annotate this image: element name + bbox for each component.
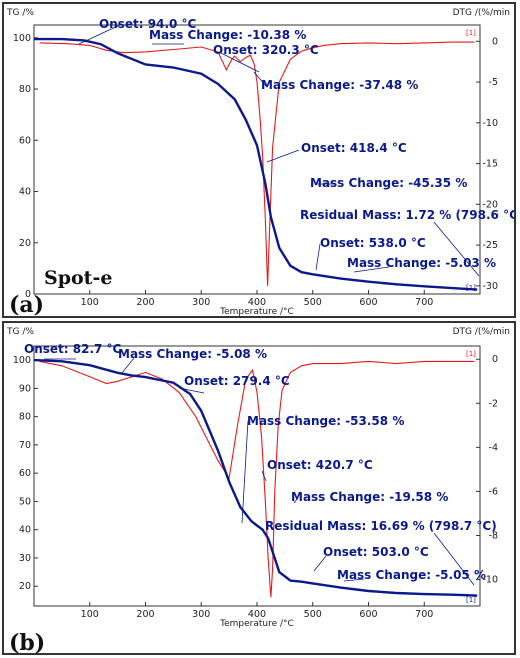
x-tick-label: 600: [359, 609, 377, 620]
dtg-series-line: [39, 360, 475, 598]
annotation-label: Residual Mass: 16.69 % (798.7 °C): [265, 519, 497, 533]
dtg-marker-top: [1]: [466, 350, 476, 358]
annotation-label: Mass Change: -5.05 %: [337, 568, 486, 582]
chart-panel-a: TG /% DTG /(%/min Temperature /°C 100 200 300…: [2, 2, 516, 318]
annotation-leader-line: [293, 497, 299, 504]
annotation-leader-line: [241, 420, 249, 524]
annotation-leader-line: [121, 357, 135, 374]
panel-label: (b): [9, 630, 45, 653]
tg-series-line: [34, 37, 478, 291]
annotation-leader-line: [253, 71, 267, 87]
annotation-leader-line: [261, 470, 267, 482]
y-left-tick-label: 90: [19, 383, 31, 394]
x-tick-label: 100: [81, 609, 99, 620]
annotation-label: Mass Change: -10.38 %: [149, 28, 306, 42]
tg-marker-bottom: [1]: [466, 284, 476, 292]
annotation-label: Onset: 418.4 °C: [301, 141, 407, 155]
y-left-tick-label: 100: [13, 33, 31, 44]
annotation-label: Onset: 94.0 °C: [99, 17, 197, 31]
annotation-leader-line: [343, 578, 365, 582]
y-right-tick-label: -15: [482, 159, 498, 170]
annotation-label: Mass Change: -37.48 %: [261, 78, 418, 92]
y-axis-right-label: DTG /(%/min: [453, 327, 510, 337]
y-axis-right-label: DTG /(%/min: [453, 8, 510, 18]
y-right-tick-label: -6: [489, 486, 498, 497]
y-axis-left-label: TG /%: [6, 327, 34, 337]
tg-marker-bottom: [1]: [466, 596, 476, 604]
x-tick-label: 300: [192, 297, 210, 308]
y-right-tick-label: -30: [482, 281, 498, 292]
annotation-label: Onset: 279.4 °C: [184, 374, 290, 388]
annotation-label: Onset: 503.0 °C: [323, 545, 429, 559]
y-left-tick-label: 20: [19, 581, 31, 592]
annotation-label: Mass Change: -5.08 %: [118, 347, 267, 361]
annotation-label: Onset: 320.3 °C: [213, 43, 319, 57]
annotation-leader-line: [433, 221, 480, 277]
annotation-leader-line: [353, 266, 390, 273]
x-tick-label: 700: [415, 297, 433, 308]
y-right-tick-label: -5: [489, 77, 498, 88]
annotation-leader-line: [315, 243, 321, 271]
x-tick-label: 400: [248, 297, 266, 308]
x-tick-label: 600: [359, 297, 377, 308]
y-left-tick-label: 70: [19, 440, 31, 451]
dtg-series-line: [39, 41, 475, 286]
y-right-tick-label: -8: [489, 530, 498, 541]
annotation-leader-line: [218, 51, 260, 73]
annotation-leader-line: [266, 149, 300, 163]
panel-label: (a): [9, 292, 44, 316]
tg-series-line: [33, 358, 478, 597]
annotation-label: Mass Change: -19.58 %: [291, 490, 448, 504]
annotation-leader-line: [178, 387, 205, 394]
y-left-tick-label: 60: [19, 468, 31, 479]
y-left-tick-label: 0: [25, 289, 31, 300]
annotation-leader-line: [78, 23, 123, 45]
y-right-tick-label: -2: [489, 398, 498, 409]
annotation-label: Residual Mass: 1.72 % (798.6 °C): [300, 208, 514, 222]
y-right-tick-label: -25: [482, 240, 498, 251]
x-axis-label: Temperature /°C: [219, 307, 294, 316]
y-left-tick-label: 40: [19, 525, 31, 536]
annotation-leader-line: [313, 555, 327, 572]
y-left-tick-label: 100: [13, 355, 31, 366]
y-right-tick-label: 0: [492, 36, 498, 47]
x-tick-label: 100: [81, 297, 99, 308]
annotation-label: Onset: 82.7 °C: [24, 342, 122, 356]
sample-label: Spot-e: [44, 267, 112, 289]
x-tick-label: 300: [192, 609, 210, 620]
y-left-tick-label: 60: [19, 135, 31, 146]
y-right-tick-label: 0: [492, 354, 498, 365]
annotation-label: Mass Change: -45.35 %: [310, 176, 467, 190]
annotation-label: Onset: 420.7 °C: [267, 458, 373, 472]
y-right-tick-label: -4: [489, 442, 498, 453]
x-tick-label: 700: [415, 609, 433, 620]
y-left-tick-label: 20: [19, 238, 31, 249]
y-left-tick-label: 80: [19, 84, 31, 95]
y-right-tick-label: -10: [482, 118, 498, 129]
y-left-tick-label: 30: [19, 553, 31, 564]
y-left-tick-label: 40: [19, 187, 31, 198]
x-tick-label: 200: [136, 297, 154, 308]
x-tick-label: 200: [136, 609, 154, 620]
plot-frame: [33, 24, 481, 295]
x-tick-label: 500: [304, 297, 322, 308]
annotation-leader-line: [433, 532, 475, 586]
x-axis-label: Temperature /°C: [219, 619, 294, 629]
annotation-label: Mass Change: -53.58 %: [247, 414, 404, 428]
x-tick-label: 400: [248, 609, 266, 620]
y-right-tick-label: -20: [482, 199, 498, 210]
chart-panel-b: TG /% DTG /(%/min Temperature /°C 100 200 300…: [2, 321, 516, 655]
y-left-tick-label: 50: [19, 496, 31, 507]
y-axis-left-label: TG /%: [6, 8, 34, 18]
x-tick-label: 500: [304, 609, 322, 620]
annotation-label: Mass Change: -5.03 %: [347, 256, 496, 270]
dtg-marker-top: [1]: [466, 29, 476, 37]
y-left-tick-label: 80: [19, 412, 31, 423]
annotation-label: Onset: 538.0 °C: [320, 236, 426, 250]
y-right-tick-label: -10: [482, 575, 498, 586]
